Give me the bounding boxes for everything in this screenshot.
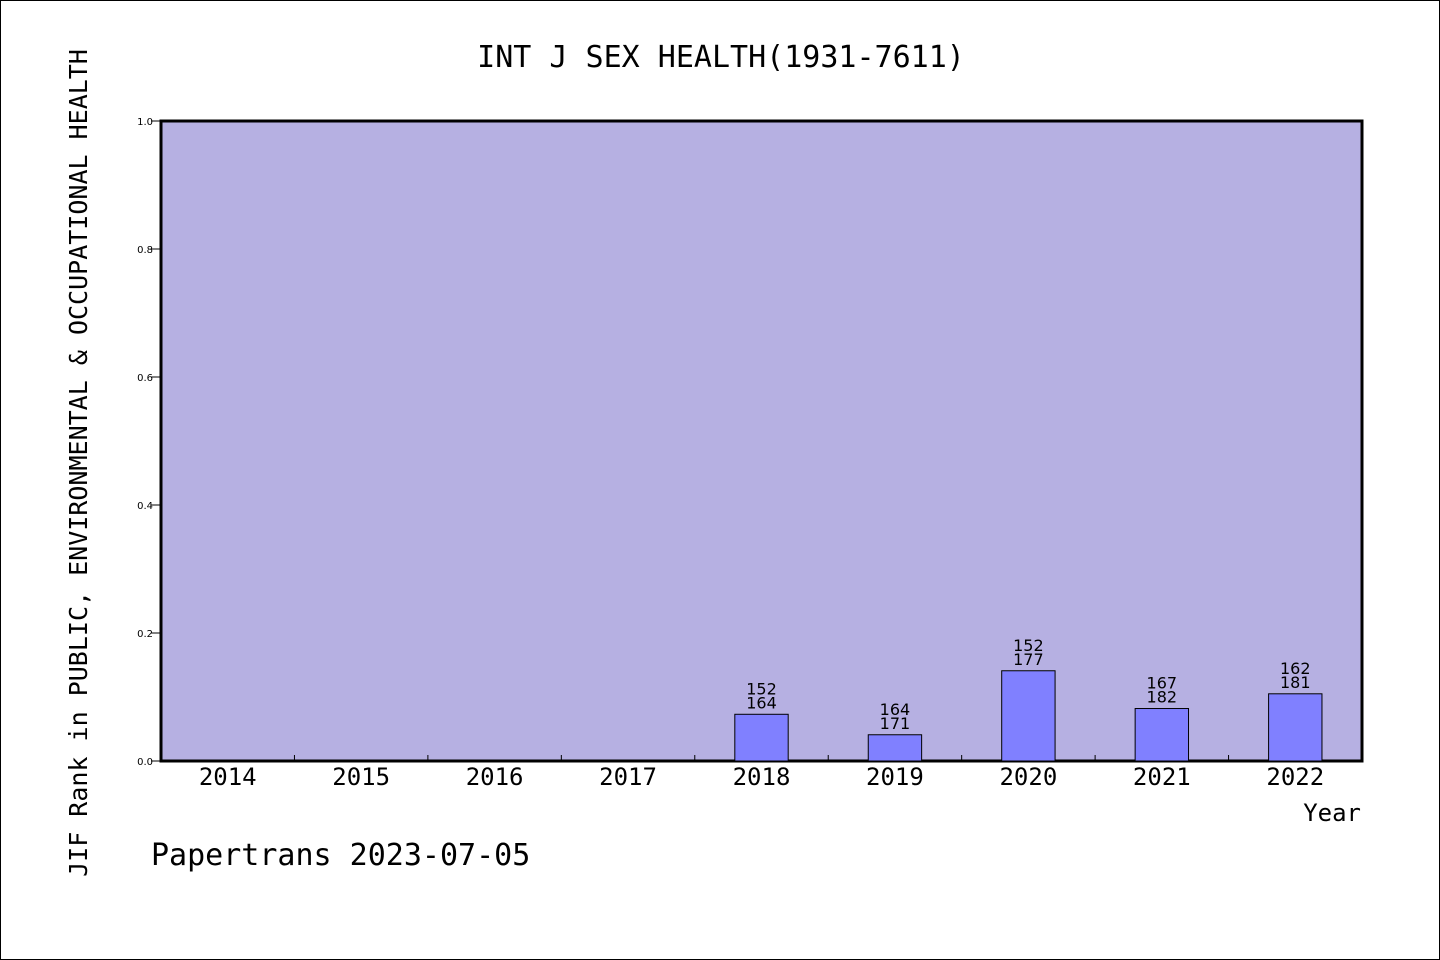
x-tick-label: 2014 (199, 763, 257, 791)
bar (1001, 670, 1056, 762)
bar-series (734, 670, 1323, 762)
bar (1268, 693, 1323, 762)
footer-credit: Papertrans 2023-07-05 (151, 838, 530, 873)
y-tick-label: 0.6 (137, 373, 153, 384)
plot-area (159, 119, 1364, 763)
bar-label-top: 164 (880, 700, 911, 719)
bar-label-top: 162 (1280, 659, 1311, 678)
bar-label-bottom: 164 (746, 693, 777, 712)
y-tick-label: 0.2 (137, 629, 153, 640)
y-tick-label: 0.8 (137, 245, 153, 256)
bar-label-bottom: 182 (1147, 688, 1178, 707)
bar (1134, 708, 1190, 762)
bar-label-bottom: 181 (1280, 673, 1311, 692)
y-axis-label: JIF Rank in PUBLIC, ENVIRONMENTAL & OCCU… (64, 49, 93, 877)
y-axis: 0.0 0.2 0.4 0.6 0.8 1.0 (137, 117, 161, 768)
bar (867, 734, 923, 762)
x-axis: 2014 2015 2016 2017 2018 2019 2020 2021 2022 (199, 755, 1324, 791)
bar (734, 713, 789, 762)
bar-label-top: 167 (1147, 674, 1178, 693)
x-tick-label: 2016 (466, 763, 524, 791)
x-tick-label: 2015 (332, 763, 390, 791)
bar-label-bottom: 177 (1013, 650, 1044, 669)
y-tick-label: 0.4 (137, 501, 153, 512)
y-tick-label: 1.0 (137, 117, 153, 128)
x-tick-label: 2021 (1133, 763, 1191, 791)
x-axis-label: Year (1303, 799, 1361, 827)
x-tick-label: 2017 (599, 763, 657, 791)
bar-label-top: 152 (746, 679, 777, 698)
x-tick-label: 2020 (999, 763, 1057, 791)
bar-label-top: 152 (1013, 636, 1044, 655)
y-tick-label: 0.0 (137, 757, 153, 768)
x-tick-label: 2022 (1266, 763, 1324, 791)
chart-title: INT J SEX HEALTH(1931-7611) (477, 40, 965, 75)
bar-label-bottom: 171 (880, 714, 911, 733)
x-tick-label: 2019 (866, 763, 924, 791)
x-tick-label: 2018 (733, 763, 791, 791)
